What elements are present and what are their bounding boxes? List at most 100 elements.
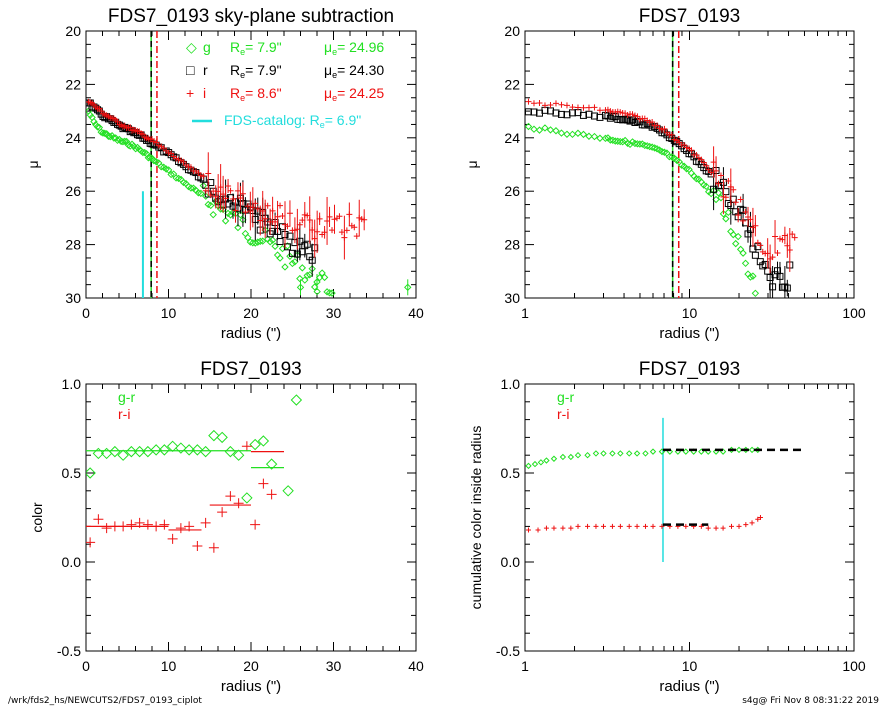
- x-axis-label: radius ("): [659, 678, 719, 695]
- r-point: [288, 249, 296, 257]
- i-point: [634, 523, 640, 529]
- r-legend-band: r: [203, 62, 208, 78]
- g-point: [328, 289, 336, 297]
- g-point: [404, 283, 412, 292]
- g-point: [104, 132, 113, 140]
- i-point: [609, 523, 615, 529]
- y-tick-label: 0.5: [62, 465, 82, 481]
- chart-title: FDS7_0193 sky-plane subtraction: [108, 6, 394, 27]
- data-layer: [525, 31, 798, 298]
- y-tick-label: 1.0: [62, 376, 82, 392]
- x-axis-label: radius ("): [221, 678, 281, 695]
- g-point: [164, 166, 173, 174]
- g-point: [268, 236, 277, 244]
- g-point: [645, 142, 654, 151]
- g-point: [244, 233, 252, 242]
- g-point: [579, 130, 588, 139]
- i-point: [774, 249, 781, 256]
- r-point: [296, 237, 304, 245]
- chart-title: FDS7_0193: [639, 359, 740, 380]
- i-point: [192, 540, 203, 551]
- y-axis-label: color: [29, 502, 45, 533]
- x-tick-label: 30: [326, 305, 342, 321]
- i-point: [600, 523, 606, 529]
- r-point: [293, 250, 301, 258]
- g-point: [271, 242, 279, 250]
- i-point: [560, 525, 566, 531]
- i-point: [713, 525, 719, 531]
- r-point: [308, 256, 316, 264]
- i-point: [543, 525, 549, 531]
- g-point: [109, 445, 121, 458]
- i-point: [668, 131, 675, 138]
- r-point: [552, 109, 560, 117]
- g-point: [530, 125, 538, 133]
- y-tick-label: 26: [504, 183, 520, 199]
- r-point: [276, 238, 284, 246]
- g-point: [313, 287, 321, 296]
- g-point: [682, 165, 691, 173]
- g-point: [574, 129, 582, 137]
- i-point: [207, 192, 214, 199]
- r-point: [641, 121, 649, 129]
- g-legend-mue: μe= 24.96: [324, 39, 384, 57]
- r-point: [286, 232, 294, 240]
- g-point: [574, 451, 582, 459]
- g-point: [246, 238, 255, 246]
- g-point: [751, 289, 760, 297]
- i-point: [722, 194, 729, 201]
- i-point: [336, 213, 343, 220]
- r-point: [761, 260, 769, 268]
- i-point: [252, 200, 259, 207]
- g-point: [649, 448, 657, 455]
- g-point: [150, 444, 162, 456]
- i-point: [593, 523, 599, 529]
- r-point: [781, 283, 789, 291]
- y-tick-label: 28: [65, 237, 81, 253]
- g-point: [590, 132, 599, 141]
- i-point: [574, 104, 581, 111]
- catalog-legend-text: FDS-catalog: Re= 6.9": [224, 112, 361, 130]
- i-point: [749, 520, 755, 526]
- g-point: [550, 455, 558, 462]
- i-point: [225, 491, 236, 502]
- g-point: [734, 232, 742, 241]
- i-point: [575, 523, 581, 529]
- r-point: [557, 110, 565, 118]
- y-tick-label: 22: [65, 76, 81, 92]
- i-point: [736, 523, 742, 529]
- i-point: [159, 519, 170, 530]
- i-point: [650, 523, 656, 529]
- y-tick-label: 0.0: [501, 554, 521, 570]
- i-point: [585, 523, 591, 529]
- r-point: [619, 116, 627, 124]
- g-point: [232, 449, 245, 461]
- r-point: [279, 223, 287, 231]
- g-point: [643, 142, 651, 150]
- g-point: [290, 394, 303, 406]
- g-point: [221, 217, 230, 225]
- g-point: [256, 237, 264, 246]
- r-point: [604, 112, 612, 120]
- g-point: [325, 289, 334, 297]
- g-point: [241, 229, 250, 238]
- g-point: [648, 143, 656, 151]
- i-point: [547, 102, 554, 109]
- g-point: [133, 445, 146, 458]
- r-point: [234, 204, 242, 212]
- plot-frame: [524, 30, 855, 299]
- i-point: [530, 100, 537, 107]
- g-point: [633, 140, 642, 148]
- g-point: [265, 458, 278, 470]
- x-tick-label: 100: [842, 658, 866, 674]
- i-point: [127, 124, 134, 131]
- g-legend-marker: ◇: [186, 39, 197, 55]
- i-point: [222, 195, 229, 202]
- i-point: [269, 207, 276, 214]
- g-point: [282, 485, 294, 497]
- r-legend-re: Re= 7.9": [230, 62, 282, 80]
- i-point: [558, 101, 565, 108]
- x-axis-label: radius ("): [221, 325, 281, 342]
- y-tick-label: 24: [504, 130, 520, 146]
- i-point: [239, 190, 246, 197]
